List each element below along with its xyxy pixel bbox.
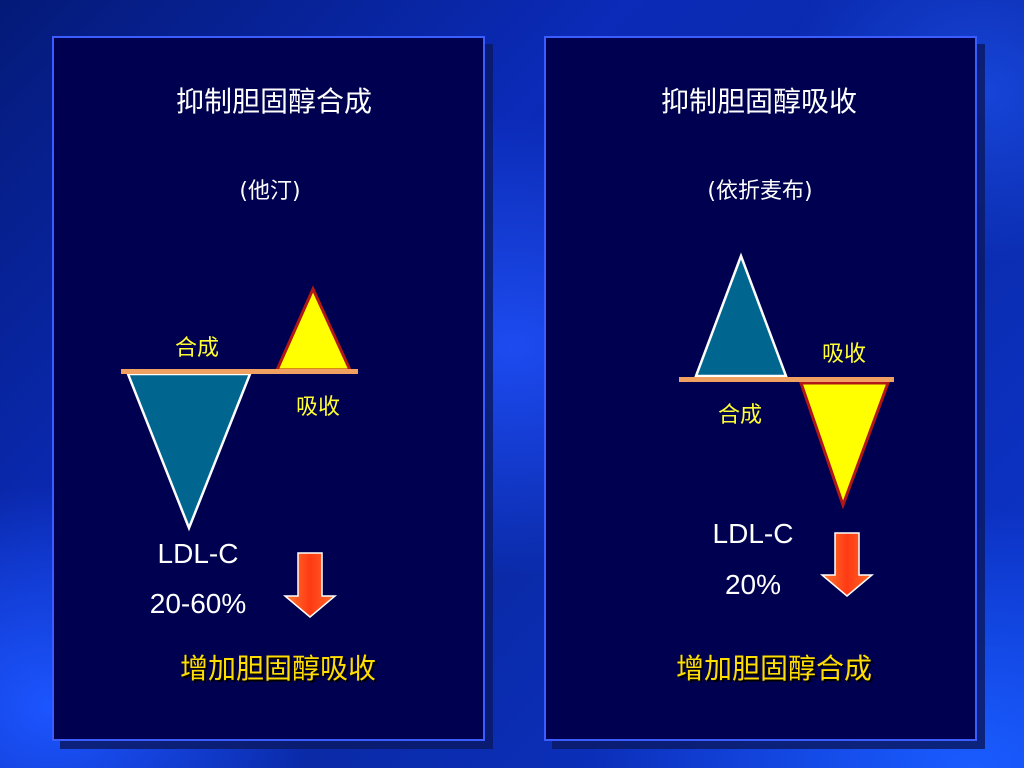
- left-synthesis-label: 合成: [174, 336, 220, 361]
- left-bottom-text: 增加胆固醇吸收: [179, 652, 377, 685]
- right-panel: [544, 36, 977, 741]
- right-absorption-label: 吸收: [821, 342, 867, 367]
- right-panel-title: 抑制胆固醇吸收: [660, 85, 858, 118]
- right-synthesis-label: 合成: [717, 403, 763, 428]
- left-ldl-label: LDL-C: [157, 538, 239, 569]
- left-panel: [52, 36, 485, 741]
- left-panel-subtitle: (他汀): [239, 179, 301, 204]
- right-ldl-label: LDL-C: [712, 518, 794, 549]
- right-panel-subtitle: (依折麦布): [707, 179, 813, 204]
- right-bottom-text: 增加胆固醇合成: [675, 652, 873, 685]
- left-ldl-value: 20-60%: [149, 588, 247, 619]
- left-absorption-label: 吸收: [295, 395, 341, 420]
- right-ldl-value: 20%: [724, 569, 782, 600]
- left-panel-title: 抑制胆固醇合成: [175, 85, 373, 118]
